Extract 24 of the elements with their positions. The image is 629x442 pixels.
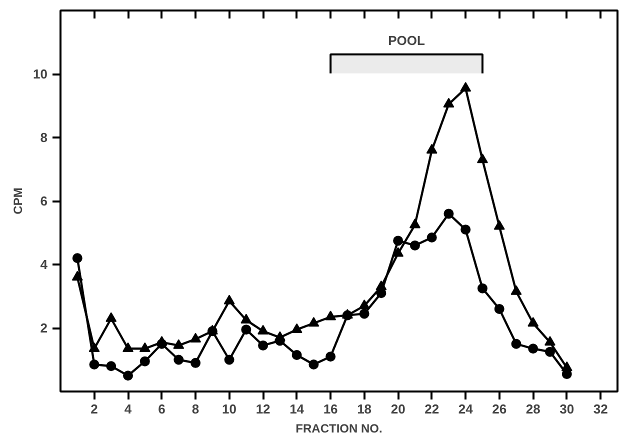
x-tick-label: 18 <box>357 402 372 416</box>
x-tick-label: 10 <box>222 402 237 416</box>
x-tick-label: 26 <box>492 402 507 416</box>
x-tick-label: 32 <box>593 402 608 416</box>
x-tick-label: 30 <box>560 402 574 416</box>
x-axis-title: FRACTION NO. <box>296 422 382 436</box>
x-tick-label: 14 <box>290 402 305 416</box>
x-tick-label: 4 <box>124 402 132 416</box>
x-tick-label: 22 <box>424 402 440 416</box>
y-axis-title: CPM <box>11 188 26 214</box>
x-tick-label: 12 <box>256 402 270 416</box>
y-tick-label: 4 <box>40 257 48 272</box>
legend-label: POOL <box>388 32 425 48</box>
y-tick-label: 10 <box>33 66 48 82</box>
y-tick-label: 2 <box>40 320 48 336</box>
x-tick-label: 20 <box>390 402 406 416</box>
x-tick-label: 16 <box>323 402 338 416</box>
x-tick-label: 2 <box>90 402 98 416</box>
x-tick-label: 24 <box>458 402 474 416</box>
y-tick-label: 8 <box>40 130 48 145</box>
x-tick-label: 6 <box>158 402 166 416</box>
x-tick-label: 28 <box>526 402 540 416</box>
x-tick-label: 8 <box>192 402 200 416</box>
y-tick-label: 6 <box>40 194 48 208</box>
